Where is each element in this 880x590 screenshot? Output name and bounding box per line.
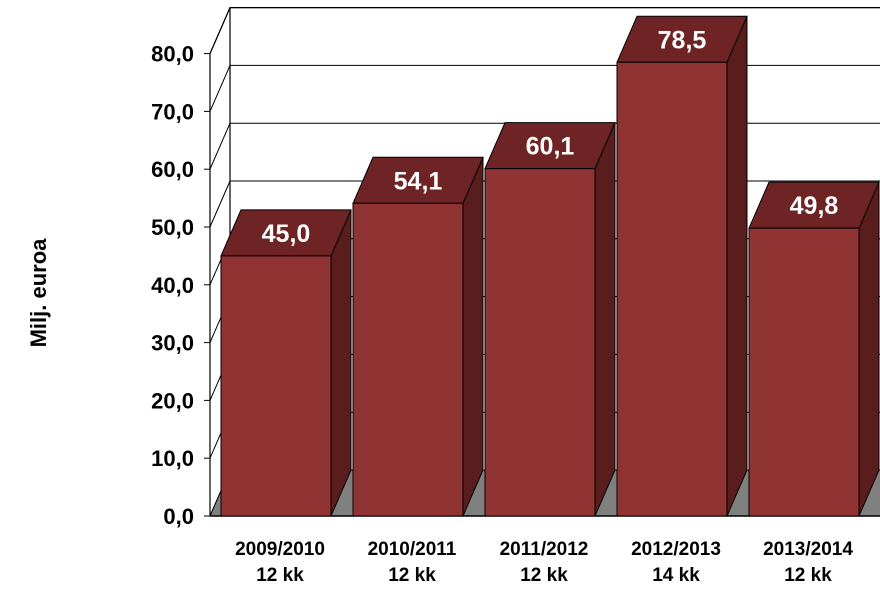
- x-tick-sublabel: 12 kk: [520, 565, 568, 586]
- bar-side: [462, 157, 484, 517]
- y-tick-label: 20,0: [151, 388, 194, 413]
- gridline-diagonal: [209, 65, 231, 112]
- y-tick-label: 10,0: [151, 446, 194, 471]
- y-tick-label: 80,0: [151, 42, 194, 67]
- x-tick-label: 2011/2012: [500, 539, 589, 560]
- gridline-diagonal: [209, 180, 231, 228]
- bar: [484, 122, 616, 517]
- bar-side: [330, 209, 352, 517]
- data-label: 78,5: [658, 26, 707, 54]
- bar-front: [748, 227, 860, 517]
- x-tick-label: 2012/2013: [631, 539, 721, 560]
- bar: [616, 15, 748, 517]
- y-tick-label: 70,0: [151, 99, 194, 124]
- bar-front: [220, 255, 332, 517]
- y-tick-label: 0,0: [163, 504, 194, 529]
- y-axis: 0,0 10,0 20,0 30,0 40,0 50,0 60,0 70,0 80,0: [151, 42, 210, 529]
- bar-front: [616, 61, 728, 517]
- bars: [220, 15, 880, 517]
- data-label: 49,8: [790, 192, 839, 220]
- y-tick-label: 30,0: [151, 331, 194, 356]
- bar-side: [726, 16, 748, 517]
- bar-front: [484, 168, 596, 517]
- x-axis: 2009/2010 12 kk 2010/2011 12 kk 2011/2012 12 …: [235, 539, 853, 586]
- x-tick-label: 2013/2014: [763, 539, 853, 560]
- x-tick-label: 2009/2010: [235, 539, 325, 560]
- x-tick-sublabel: 14 kk: [652, 565, 700, 586]
- x-tick-sublabel: 12 kk: [784, 565, 832, 586]
- data-labels: 45,0 54,1 60,1 78,5 49,8: [262, 26, 839, 248]
- y-tick-label: 40,0: [151, 273, 194, 298]
- x-tick-sublabel: 12 kk: [388, 565, 436, 586]
- bar-side: [594, 122, 616, 517]
- back-wall-top-edge: [209, 6, 880, 54]
- bar: [352, 156, 484, 517]
- gridline-diagonal: [209, 123, 231, 170]
- bar-side: [858, 181, 880, 517]
- bar-front: [352, 202, 464, 517]
- bar: [220, 209, 352, 517]
- bar: [748, 181, 880, 517]
- data-label: 60,1: [526, 133, 575, 161]
- data-label: 54,1: [394, 167, 443, 195]
- y-axis-label: Milj. euroa: [26, 238, 51, 348]
- x-tick-sublabel: 12 kk: [256, 565, 304, 586]
- y-tick-label: 60,0: [151, 157, 194, 182]
- x-tick-label: 2010/2011: [368, 539, 457, 560]
- data-label: 45,0: [262, 220, 311, 248]
- y-tick-label: 50,0: [151, 215, 194, 240]
- gridline-diagonal: [209, 7, 231, 54]
